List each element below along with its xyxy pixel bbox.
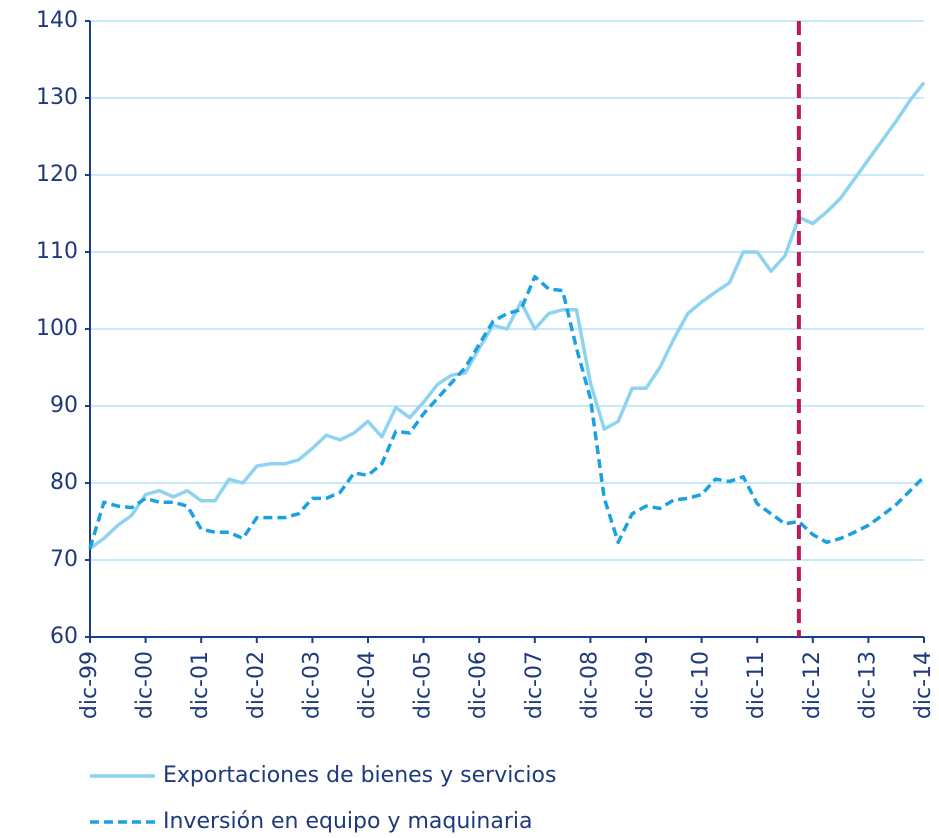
y-tick-label: 100 [36,316,78,341]
y-tick-label: 120 [36,162,78,187]
y-tick-label: 140 [36,8,78,33]
x-tick-label: dic-04 [355,651,380,719]
y-tick-label: 60 [50,624,78,649]
x-tick-label: dic-14 [911,651,936,719]
x-tick-label: dic-00 [133,651,158,719]
x-tick-label: dic-07 [522,651,547,719]
x-tick-label: dic-12 [800,651,825,719]
x-tick-label: dic-05 [411,651,436,719]
x-tick-label: dic-06 [466,651,491,719]
legend-label: Inversión en equipo y maquinaria [163,809,532,834]
x-tick-label: dic-03 [299,651,324,719]
x-tick-label: dic-09 [633,651,658,719]
y-tick-label: 90 [50,393,78,418]
x-tick-label: dic-08 [577,651,602,719]
y-tick-label: 130 [36,85,78,110]
series-line [88,81,926,550]
y-tick-label: 80 [50,470,78,495]
x-tick-label: dic-11 [744,651,769,719]
x-tick-label: dic-01 [188,651,213,719]
y-tick-label: 70 [50,547,78,572]
x-tick-label: dic-02 [244,651,269,719]
y-tick-label: 110 [36,239,78,264]
x-tick-label: dic-10 [689,651,714,719]
legend-label: Exportaciones de bienes y servicios [163,763,556,788]
x-tick-label: dic-13 [855,651,880,719]
x-tick-label: dic-99 [77,651,102,719]
